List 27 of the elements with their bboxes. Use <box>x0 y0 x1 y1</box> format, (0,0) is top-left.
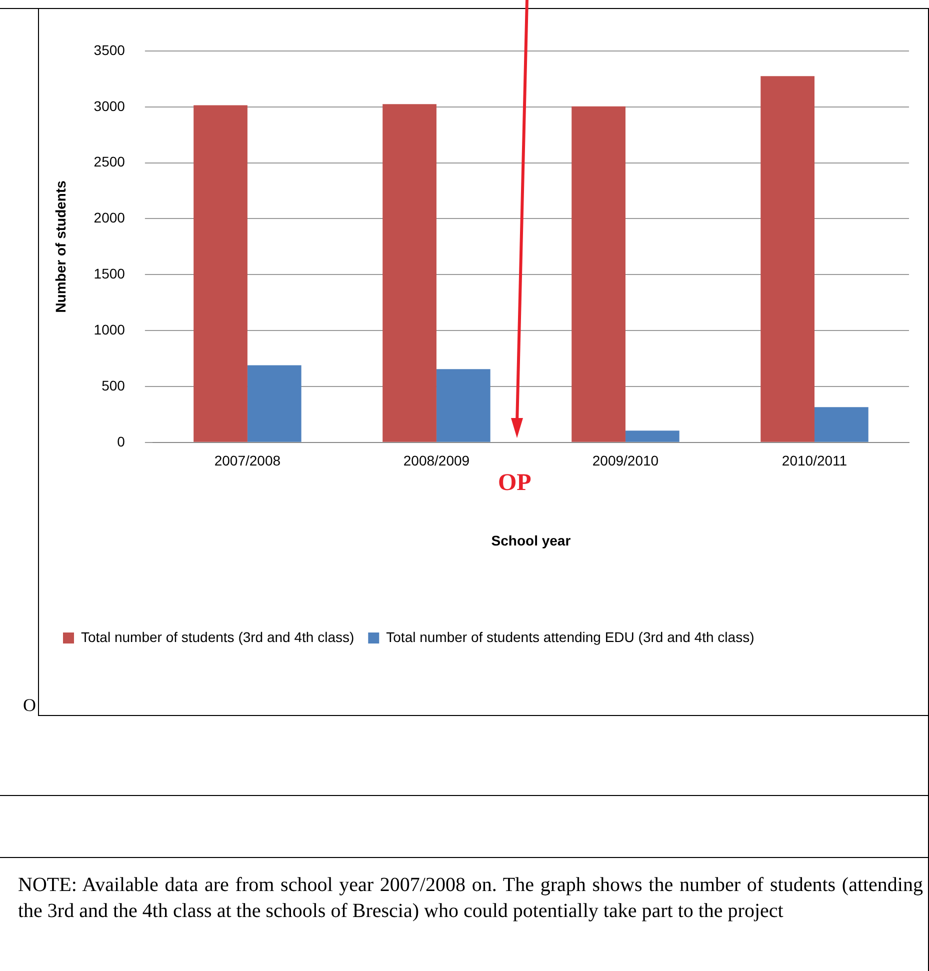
y-tick-label: 1500 <box>94 266 126 282</box>
bar <box>814 407 868 442</box>
x-tick-label: 2010/2011 <box>782 452 848 469</box>
y-tick-label: 2000 <box>94 210 126 226</box>
text: OP <box>498 470 532 496</box>
bar <box>382 104 436 442</box>
text: NOTE: Available data are from school year 2007/2008 on. The graph shows the number of students (attending the 3rd and the 4th class at the schools of Brescia) who could potentially take part to the project <box>18 873 923 924</box>
y-tick-label: 3000 <box>94 98 126 114</box>
bar <box>572 106 626 442</box>
legend-label: Total number of students attending EDU (3rd and 4th class) <box>386 628 754 645</box>
x-axis-title: School year <box>491 532 572 548</box>
bar <box>436 369 490 442</box>
x-tick-label: 2008/2009 <box>403 452 470 469</box>
bar <box>760 76 814 442</box>
bar <box>194 105 248 442</box>
text: O <box>23 695 36 716</box>
y-tick-label: 3500 <box>94 42 126 58</box>
bar <box>247 365 302 442</box>
y-tick-label: 0 <box>117 433 126 450</box>
legend-label: Total number of students (3rd and 4th class) <box>81 628 354 645</box>
y-axis-title: Number of students <box>52 180 68 313</box>
bar <box>625 430 680 442</box>
x-tick-label: 2007/2008 <box>214 452 281 469</box>
y-tick-label: 2500 <box>94 154 126 170</box>
y-tick-label: 1000 <box>94 321 126 338</box>
x-tick-label: 2009/2010 <box>592 452 659 469</box>
y-tick-label: 500 <box>102 377 126 394</box>
